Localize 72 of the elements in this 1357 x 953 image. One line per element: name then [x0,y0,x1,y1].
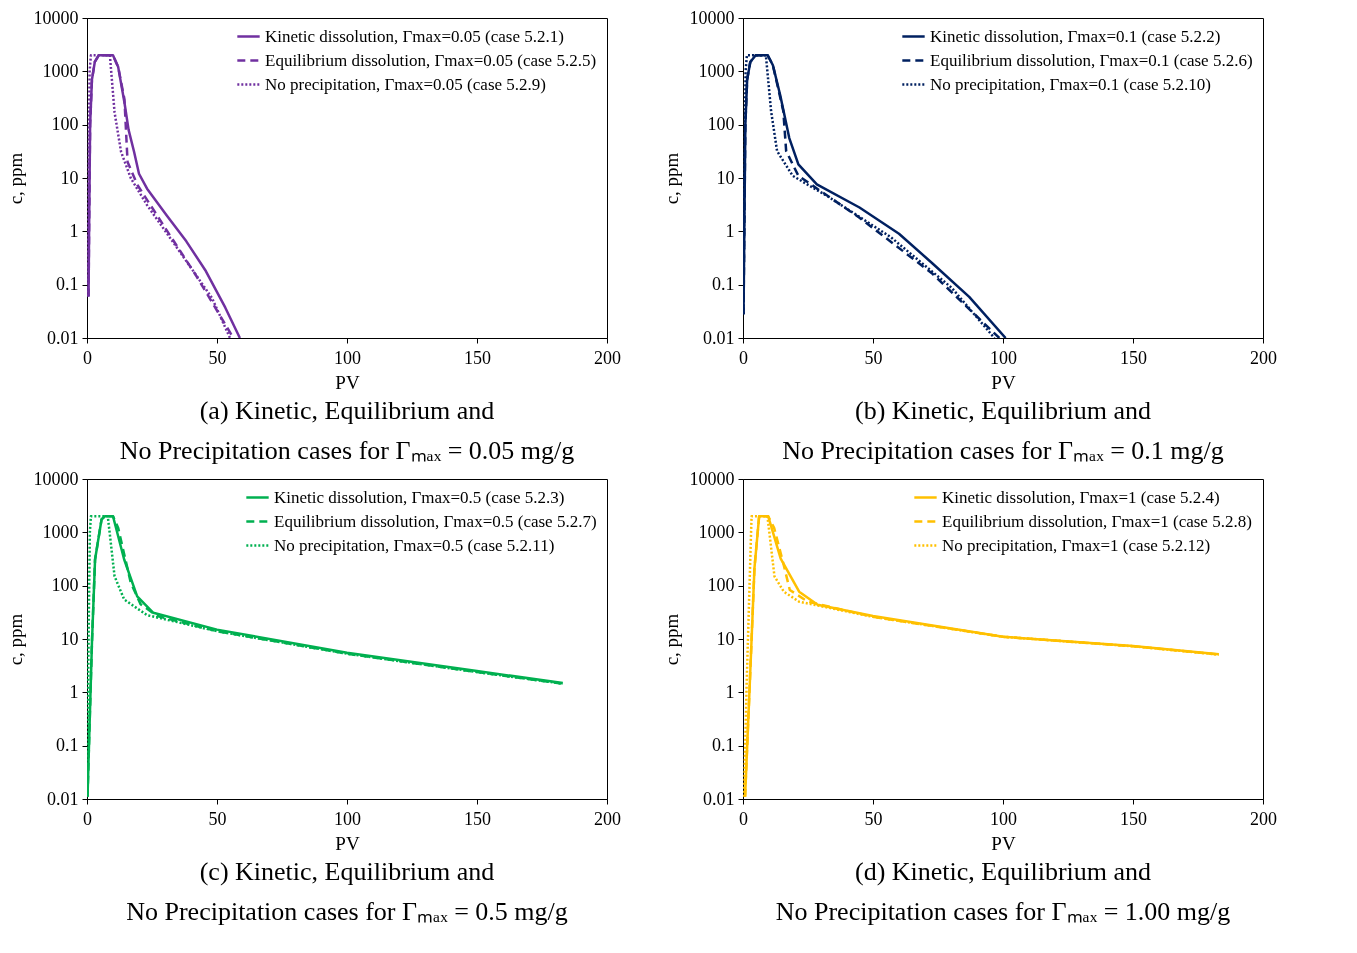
y-tick-label: 0.01 [47,327,79,348]
y-tick-label: 0.1 [56,274,79,295]
legend-label: Equilibrium dissolution, Γmax=0.1 (case 5.2.6) [930,50,1253,70]
y-tick-label: 0.01 [47,788,79,809]
x-tick-label: 200 [1250,347,1277,368]
y-tick-label: 10 [716,628,735,649]
x-axis-title: PV [335,371,360,393]
legend-label: Equilibrium dissolution, Γmax=0.5 (case 5.2.7) [274,511,597,531]
x-tick-label: 100 [990,347,1017,368]
x-tick-label: 150 [464,347,491,368]
y-tick-label: 10000 [689,7,735,28]
x-tick-label: 100 [334,347,361,368]
text: (d) Kinetic, Equilibrium and No Precipitation cases for Γₘₐₓ = 1.00 mg/g [775,857,1231,926]
x-tick-label: 0 [739,347,748,368]
y-tick-label: 1 [725,220,735,241]
x-tick-label: 50 [208,347,227,368]
y-tick-label: 0.1 [712,274,735,295]
y-tick-label: 1000 [42,60,79,81]
y-axis-title: c, ppm [660,613,682,666]
x-tick-label: 150 [1120,347,1147,368]
y-tick-label: 10 [716,167,735,188]
y-tick-label: 0.1 [712,735,735,756]
legend-label: Equilibrium dissolution, Γmax=1 (case 5.2.8) [942,511,1252,531]
y-tick-label: 10 [60,628,79,649]
y-tick-label: 100 [707,575,735,596]
legend-label: No precipitation, Γmax=0.1 (case 5.2.10) [930,74,1211,94]
x-tick-label: 200 [1250,808,1277,829]
x-axis-title: PV [991,371,1016,393]
x-tick-label: 200 [594,347,621,368]
y-tick-label: 100 [707,114,735,135]
y-tick-label: 1 [69,220,79,241]
y-tick-label: 1000 [698,521,735,542]
x-tick-label: 150 [1120,808,1147,829]
legend-label: Kinetic dissolution, Γmax=1 (case 5.2.4) [942,487,1220,507]
legend-label: Kinetic dissolution, Γmax=0.1 (case 5.2.2) [930,26,1221,46]
y-tick-label: 10000 [33,468,79,489]
y-tick-label: 100 [51,575,79,596]
x-tick-label: 50 [208,808,227,829]
x-tick-label: 0 [83,808,92,829]
x-tick-label: 50 [864,347,883,368]
y-tick-label: 1 [725,681,735,702]
y-tick-label: 0.01 [703,327,735,348]
x-tick-label: 150 [464,808,491,829]
x-tick-label: 200 [594,808,621,829]
text: (b) Kinetic, Equilibrium and No Precipitation cases for Γₘₐₓ = 0.1 mg/g [782,396,1224,465]
legend-label: Equilibrium dissolution, Γmax=0.05 (case 5.2.5) [265,50,597,70]
legend-label: No precipitation, Γmax=1 (case 5.2.12) [942,535,1211,555]
legend-label: No precipitation, Γmax=0.05 (case 5.2.9) [265,74,546,94]
y-tick-label: 10 [60,167,79,188]
y-tick-label: 10000 [689,468,735,489]
y-axis-title: c, ppm [4,613,26,666]
y-tick-label: 0.01 [703,788,735,809]
text: (c) Kinetic, Equilibrium and No Precipitation cases for Γₘₐₓ = 0.5 mg/g [126,857,568,926]
x-tick-label: 100 [334,808,361,829]
x-axis-title: PV [335,832,360,854]
x-tick-label: 0 [83,347,92,368]
x-tick-label: 50 [864,808,883,829]
y-tick-label: 1 [69,681,79,702]
legend-label: No precipitation, Γmax=0.5 (case 5.2.11) [274,535,555,555]
y-tick-label: 0.1 [56,735,79,756]
x-tick-label: 100 [990,808,1017,829]
y-axis-title: c, ppm [660,152,682,205]
y-tick-label: 10000 [33,7,79,28]
text: (a) Kinetic, Equilibrium and No Precipitation cases for Γₘₐₓ = 0.05 mg/g [119,396,575,465]
y-tick-label: 1000 [698,60,735,81]
y-tick-label: 100 [51,114,79,135]
legend-label: Kinetic dissolution, Γmax=0.05 (case 5.2.1) [265,26,564,46]
x-axis-title: PV [991,832,1016,854]
legend-label: Kinetic dissolution, Γmax=0.5 (case 5.2.3) [274,487,565,507]
y-tick-label: 1000 [42,521,79,542]
y-axis-title: c, ppm [4,152,26,205]
x-tick-label: 0 [739,808,748,829]
